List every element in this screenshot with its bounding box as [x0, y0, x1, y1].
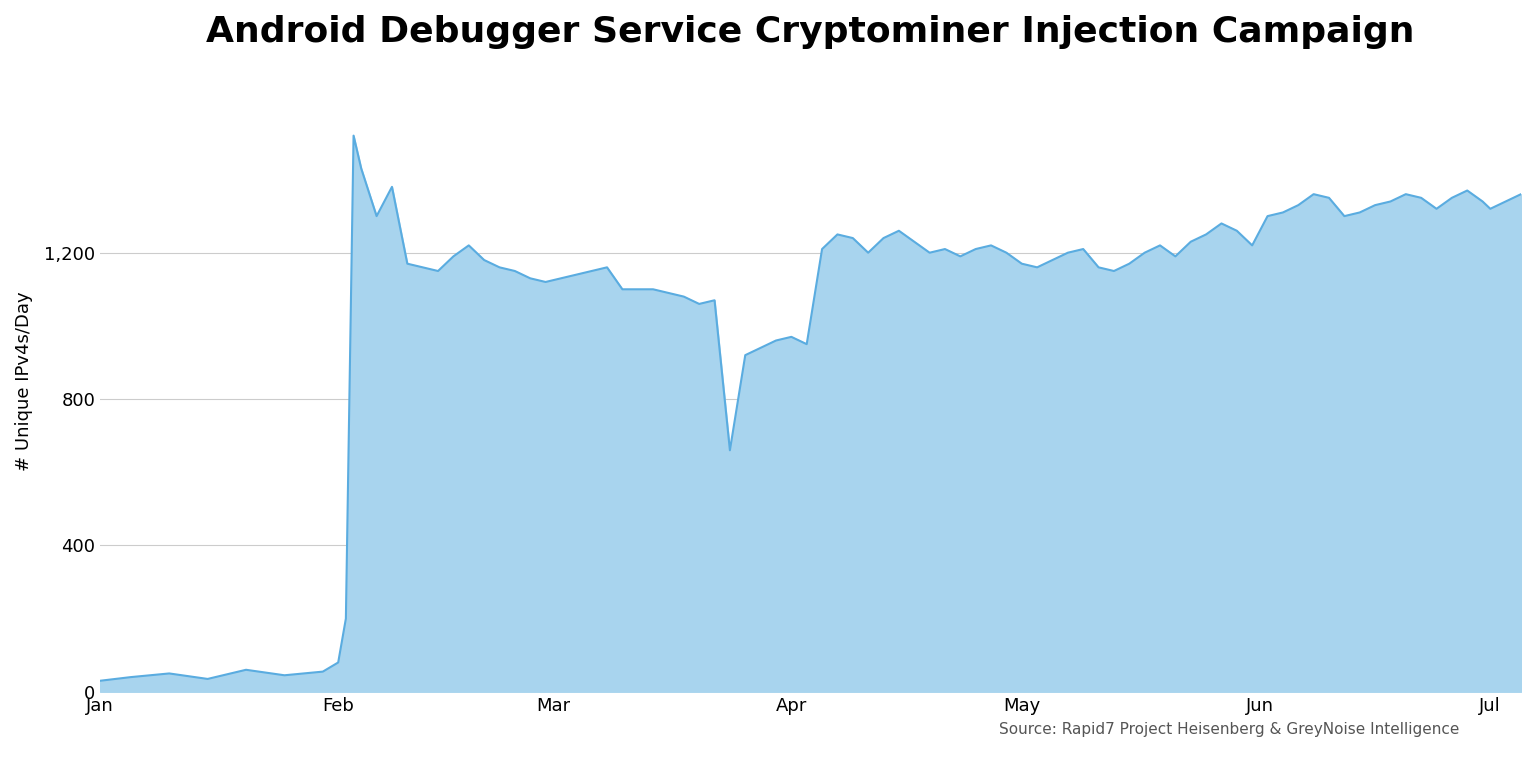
Text: Source: Rapid7 Project Heisenberg & GreyNoise Intelligence: Source: Rapid7 Project Heisenberg & Grey… — [998, 722, 1459, 737]
Y-axis label: # Unique IPv4s/Day: # Unique IPv4s/Day — [15, 291, 32, 471]
Title: Android Debugger Service Cryptominer Injection Campaign: Android Debugger Service Cryptominer Inj… — [206, 15, 1415, 49]
